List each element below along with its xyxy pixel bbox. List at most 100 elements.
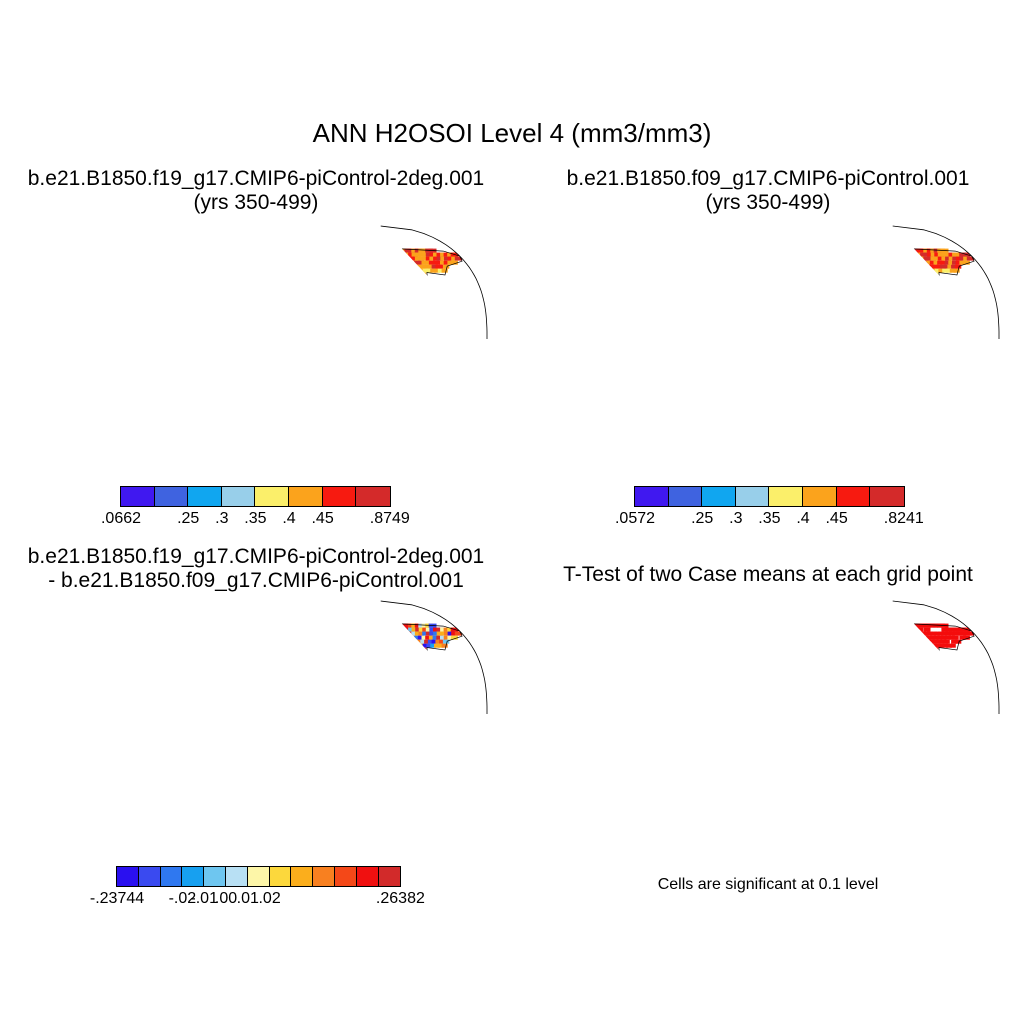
grid-cell bbox=[107, 277, 110, 281]
grid-cell bbox=[909, 308, 914, 313]
grid-cell bbox=[820, 329, 824, 333]
grid-cell bbox=[335, 644, 340, 648]
grid-cell bbox=[881, 309, 885, 313]
grid-cell bbox=[860, 261, 865, 265]
grid-cell bbox=[631, 277, 634, 281]
grid-cell bbox=[892, 244, 899, 249]
grid-cell bbox=[309, 253, 314, 257]
grid-cell bbox=[819, 261, 824, 265]
grid-cell bbox=[296, 333, 300, 337]
grid-cell bbox=[413, 284, 419, 289]
grid-cell bbox=[95, 257, 96, 261]
grid-cell bbox=[311, 261, 316, 265]
grid-cell bbox=[943, 264, 950, 269]
grid-cell bbox=[247, 297, 251, 301]
grid-cell bbox=[369, 644, 374, 648]
grid-cell bbox=[923, 256, 930, 261]
grid-cell bbox=[278, 640, 282, 644]
grid-cell bbox=[649, 281, 652, 285]
grid-cell bbox=[873, 313, 877, 317]
grid-cell bbox=[641, 261, 643, 265]
grid-cell bbox=[824, 309, 828, 313]
grid-cell bbox=[313, 273, 318, 277]
grid-cell bbox=[390, 248, 398, 253]
grid-cell bbox=[771, 305, 775, 309]
grid-cell bbox=[107, 644, 109, 648]
grid-cell bbox=[159, 253, 161, 257]
grid-cell bbox=[318, 281, 323, 285]
grid-cell bbox=[685, 333, 689, 337]
grid-cell bbox=[295, 289, 299, 293]
grid-cell bbox=[307, 297, 311, 301]
grid-cell bbox=[278, 652, 282, 656]
grid-cell bbox=[275, 317, 279, 321]
grid-cell bbox=[840, 301, 844, 305]
grid-cell bbox=[289, 265, 293, 269]
grid-cell bbox=[130, 297, 134, 301]
grid-cell bbox=[380, 252, 386, 257]
grid-cell bbox=[676, 269, 679, 273]
grid-cell bbox=[384, 635, 391, 640]
grid-cell bbox=[279, 684, 283, 688]
grid-cell bbox=[333, 277, 338, 281]
grid-cell bbox=[368, 672, 373, 676]
grid-cell bbox=[255, 696, 259, 700]
grid-cell bbox=[359, 289, 364, 293]
grid-cell bbox=[355, 253, 361, 257]
grid-cell bbox=[380, 635, 387, 640]
grid-cell bbox=[380, 252, 383, 257]
grid-cell bbox=[212, 628, 215, 632]
grid-cell bbox=[370, 620, 377, 624]
coastline bbox=[156, 324, 189, 333]
grid-cell bbox=[405, 639, 412, 644]
grid-cell bbox=[255, 309, 259, 313]
grid-cell bbox=[235, 684, 239, 688]
grid-cell bbox=[302, 281, 306, 285]
grid-cell bbox=[369, 269, 374, 273]
grid-cell bbox=[409, 284, 415, 289]
grid-cell bbox=[884, 297, 889, 301]
grid-cell bbox=[828, 317, 832, 321]
grid-cell bbox=[267, 676, 271, 680]
grid-cell bbox=[655, 293, 659, 297]
grid-cell bbox=[121, 301, 125, 305]
grid-cell bbox=[290, 652, 294, 656]
grid-cell bbox=[368, 297, 373, 301]
grid-cell bbox=[921, 272, 927, 277]
grid-cell bbox=[783, 301, 787, 305]
grid-cell bbox=[732, 249, 735, 253]
grid-cell bbox=[800, 261, 804, 265]
grid-cell bbox=[308, 305, 312, 309]
grid-cell bbox=[381, 284, 387, 289]
grid-cell bbox=[310, 652, 314, 656]
grid-cell bbox=[297, 644, 301, 648]
grid-cell bbox=[685, 325, 689, 329]
grid-cell bbox=[134, 249, 135, 253]
grid-cell bbox=[653, 249, 654, 253]
grid-cell bbox=[298, 277, 302, 281]
grid-cell bbox=[623, 277, 626, 281]
grid-cell bbox=[388, 300, 394, 305]
grid-cell bbox=[366, 249, 372, 253]
grid-cell bbox=[139, 273, 142, 277]
grid-cell bbox=[623, 293, 626, 297]
grid-cell bbox=[312, 680, 316, 684]
grid-cell bbox=[336, 620, 342, 624]
grid-cell bbox=[351, 293, 356, 297]
grid-cell bbox=[395, 643, 402, 648]
grid-cell bbox=[123, 668, 126, 672]
grid-cell bbox=[654, 277, 657, 281]
grid-cell bbox=[675, 261, 677, 265]
grid-cell bbox=[243, 293, 247, 297]
grid-cell bbox=[863, 261, 868, 265]
grid-cell bbox=[387, 248, 394, 253]
grid-cell bbox=[782, 269, 786, 273]
grid-cell bbox=[389, 683, 394, 688]
grid-cell bbox=[263, 277, 267, 281]
grid-cell bbox=[733, 245, 736, 249]
grid-cell bbox=[648, 273, 651, 277]
grid-cell bbox=[155, 668, 159, 672]
grid-cell bbox=[410, 288, 416, 293]
grid-cell bbox=[276, 708, 280, 712]
grid-cell bbox=[763, 321, 767, 325]
